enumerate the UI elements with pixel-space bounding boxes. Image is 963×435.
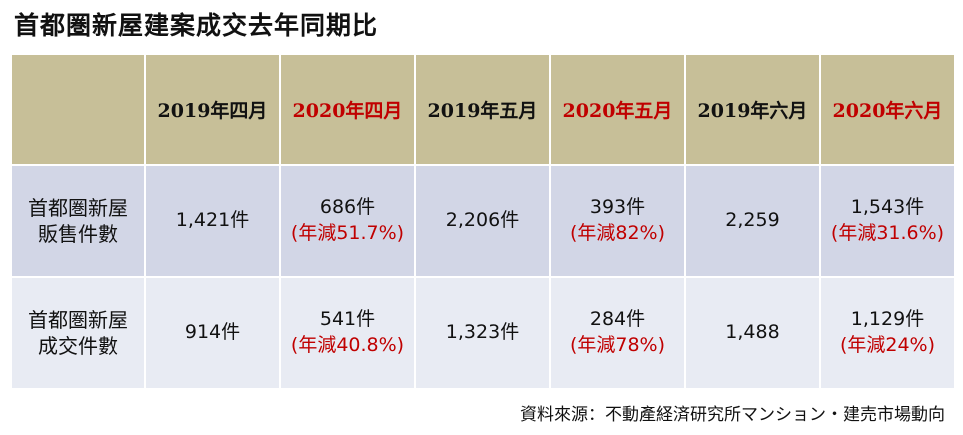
table-cell: 1,421件 <box>144 164 281 278</box>
table-cell: 2,259 <box>684 164 821 278</box>
cell-value: 914件 <box>184 321 241 344</box>
row-label-line: 首都圏新屋 <box>28 196 128 220</box>
cell-value: 393件 <box>589 196 646 219</box>
corner-cell <box>10 53 146 166</box>
cell-value: 2,206件 <box>445 209 520 232</box>
table-cell: 1,488 <box>684 276 821 390</box>
cell-value: 284件 <box>589 308 646 331</box>
cell-change: (年減40.8%) <box>290 334 405 356</box>
row-label: 首都圏新屋 販售件數 <box>10 164 146 278</box>
cell-value: 1,488 <box>725 321 780 344</box>
table-row: 首都圏新屋 成交件數 914件 541件 (年減40.8%) 1,323件 28… <box>10 276 956 390</box>
column-header: 2019年四月 <box>144 53 281 166</box>
table-cell: 284件 (年減78%) <box>549 276 686 390</box>
table-cell: 541件 (年減40.8%) <box>279 276 416 390</box>
source-note: 資料來源：不動產経済研究所マンション・建売市場動向 <box>520 405 945 425</box>
table-cell: 2,206件 <box>414 164 551 278</box>
cell-change: (年減31.6%) <box>830 222 945 244</box>
row-label-line: 成交件數 <box>38 334 118 358</box>
row-label-line: 首都圏新屋 <box>28 308 128 332</box>
row-label: 首都圏新屋 成交件數 <box>10 276 146 390</box>
cell-value: 1,543件 <box>850 196 925 219</box>
table-row: 首都圏新屋 販售件數 1,421件 686件 (年減51.7%) 2,206件 … <box>10 164 956 278</box>
cell-value: 2,259 <box>725 209 780 232</box>
cell-value: 1,421件 <box>175 209 250 232</box>
column-header: 2020年六月 <box>819 53 956 166</box>
comparison-table: 2019年四月 2020年四月 2019年五月 2020年五月 2019年六月 … <box>10 53 956 390</box>
column-header: 2020年四月 <box>279 53 416 166</box>
table-cell: 914件 <box>144 276 281 390</box>
cell-change: (年減24%) <box>839 334 936 356</box>
table-cell: 1,323件 <box>414 276 551 390</box>
row-label-line: 販售件數 <box>38 222 118 246</box>
cell-change: (年減82%) <box>569 222 666 244</box>
column-header: 2019年六月 <box>684 53 821 166</box>
header-row: 2019年四月 2020年四月 2019年五月 2020年五月 2019年六月 … <box>10 53 956 166</box>
table-cell: 1,129件 (年減24%) <box>819 276 956 390</box>
cell-change: (年減51.7%) <box>290 222 405 244</box>
table-cell: 686件 (年減51.7%) <box>279 164 416 278</box>
cell-value: 541件 <box>319 308 376 331</box>
cell-change: (年減78%) <box>569 334 666 356</box>
column-header: 2020年五月 <box>549 53 686 166</box>
cell-value: 1,129件 <box>850 308 925 331</box>
table-cell: 1,543件 (年減31.6%) <box>819 164 956 278</box>
page-title: 首都圏新屋建案成交去年同期比 <box>14 11 379 40</box>
column-header: 2019年五月 <box>414 53 551 166</box>
table-cell: 393件 (年減82%) <box>549 164 686 278</box>
cell-value: 686件 <box>319 196 376 219</box>
cell-value: 1,323件 <box>445 321 520 344</box>
